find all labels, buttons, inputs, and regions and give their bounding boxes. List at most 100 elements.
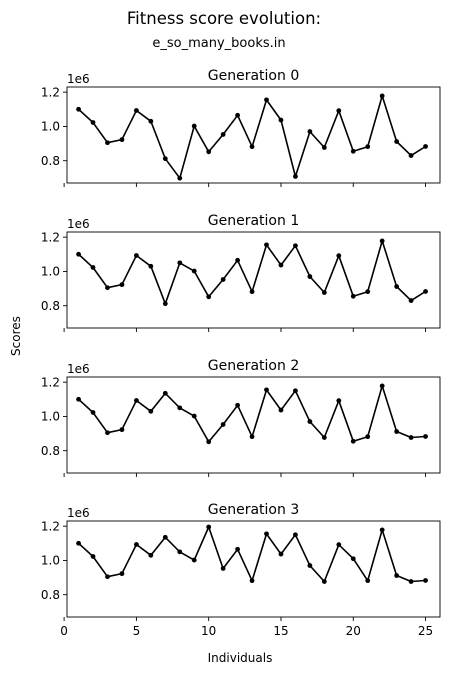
- data-point: [321, 145, 327, 150]
- data-point: [394, 429, 400, 434]
- data-point: [336, 108, 342, 114]
- data-point: [307, 419, 313, 424]
- y-tick-label: 1.0: [41, 265, 60, 279]
- data-point: [235, 546, 240, 552]
- data-point: [235, 257, 240, 263]
- axes-frame: [66, 231, 441, 329]
- x-tick-label: 20: [346, 624, 361, 638]
- data-point: [307, 129, 313, 134]
- data-point: [293, 532, 298, 538]
- data-point: [148, 408, 154, 414]
- y-tick-label: 0.8: [41, 444, 60, 458]
- data-point: [76, 106, 81, 112]
- data-point: [148, 263, 154, 269]
- data-point: [90, 120, 96, 125]
- data-point: [307, 274, 313, 279]
- data-point: [350, 293, 356, 299]
- data-point: [220, 566, 226, 571]
- series-line: [78, 385, 426, 443]
- y-tick-label: 1.2: [41, 230, 60, 244]
- data-point: [76, 251, 81, 257]
- data-point: [191, 413, 197, 419]
- data-point: [336, 398, 342, 404]
- x-tick-label: 0: [60, 624, 68, 638]
- axes-frame: [66, 376, 441, 474]
- series-line: [78, 95, 426, 179]
- panel-title: Generation 3: [208, 502, 299, 518]
- data-point: [394, 573, 400, 578]
- y-tick-label: 0.8: [41, 588, 60, 602]
- data-point: [220, 277, 226, 282]
- scale-offset-text: 1e6: [67, 217, 90, 231]
- data-point: [365, 289, 371, 295]
- panel-generation-1: Generation 1 1e6 0.8 1.0 1.2: [41, 213, 441, 332]
- data-point: [105, 430, 110, 436]
- axes-frame: [66, 520, 441, 618]
- data-point: [336, 542, 342, 548]
- data-point: [191, 557, 197, 563]
- data-point: [162, 156, 168, 162]
- data-point: [278, 407, 284, 413]
- data-point: [379, 238, 385, 244]
- data-point: [264, 242, 269, 248]
- data-point: [264, 97, 269, 103]
- data-point: [423, 289, 428, 294]
- x-tick-label: 15: [273, 624, 288, 638]
- data-point: [105, 140, 110, 146]
- data-point: [249, 578, 255, 584]
- data-point: [206, 439, 212, 445]
- data-point: [105, 285, 110, 291]
- series-line: [78, 526, 426, 583]
- y-tick-label: 1.0: [41, 554, 60, 568]
- data-point: [278, 262, 284, 268]
- data-point: [206, 524, 212, 530]
- data-point: [235, 112, 240, 118]
- scale-offset-text: 1e6: [67, 506, 90, 520]
- data-point: [423, 144, 428, 149]
- data-point: [177, 405, 183, 411]
- data-point: [162, 534, 168, 540]
- data-point: [206, 294, 212, 300]
- data-point: [249, 434, 255, 440]
- data-point: [408, 579, 414, 584]
- y-tick-label: 1.2: [41, 85, 60, 99]
- panel-title: Generation 2: [208, 358, 299, 374]
- data-point: [264, 531, 269, 537]
- data-point: [408, 153, 414, 158]
- data-point: [133, 108, 139, 113]
- data-point: [278, 117, 284, 123]
- data-point: [220, 422, 226, 427]
- panel-generation-3: Generation 3 1e6 0.8 1.0 1.2 0 5 10 15 20 25: [41, 502, 441, 638]
- data-point: [148, 118, 154, 124]
- data-point: [365, 144, 371, 150]
- data-point: [191, 123, 197, 129]
- data-point: [119, 427, 125, 433]
- data-point: [133, 398, 139, 403]
- panels-group: Generation 0 1e6 0.8 1.0 1.2 Generation 1 1e6 0…: [41, 68, 441, 638]
- x-tick-label: 10: [201, 624, 216, 638]
- y-tick-label: 1.0: [41, 120, 60, 134]
- data-point: [148, 552, 154, 558]
- data-point: [177, 260, 183, 266]
- x-tick-label: 25: [418, 624, 433, 638]
- data-point: [321, 290, 327, 295]
- y-tick-label: 0.8: [41, 154, 60, 168]
- data-point: [249, 289, 255, 295]
- data-point: [177, 175, 183, 181]
- data-point: [119, 137, 125, 143]
- data-point: [119, 571, 125, 577]
- data-point: [365, 578, 371, 584]
- panel-title: Generation 1: [208, 213, 299, 229]
- data-point: [365, 434, 371, 440]
- data-point: [321, 579, 327, 584]
- data-point: [278, 551, 284, 557]
- scale-offset-text: 1e6: [67, 362, 90, 376]
- y-tick-label: 0.8: [41, 299, 60, 313]
- data-point: [105, 574, 110, 580]
- panel-generation-2: Generation 2 1e6 0.8 1.0 1.2: [41, 358, 441, 477]
- data-point: [162, 390, 168, 396]
- data-point: [408, 435, 414, 440]
- data-point: [191, 268, 197, 274]
- data-point: [119, 282, 125, 288]
